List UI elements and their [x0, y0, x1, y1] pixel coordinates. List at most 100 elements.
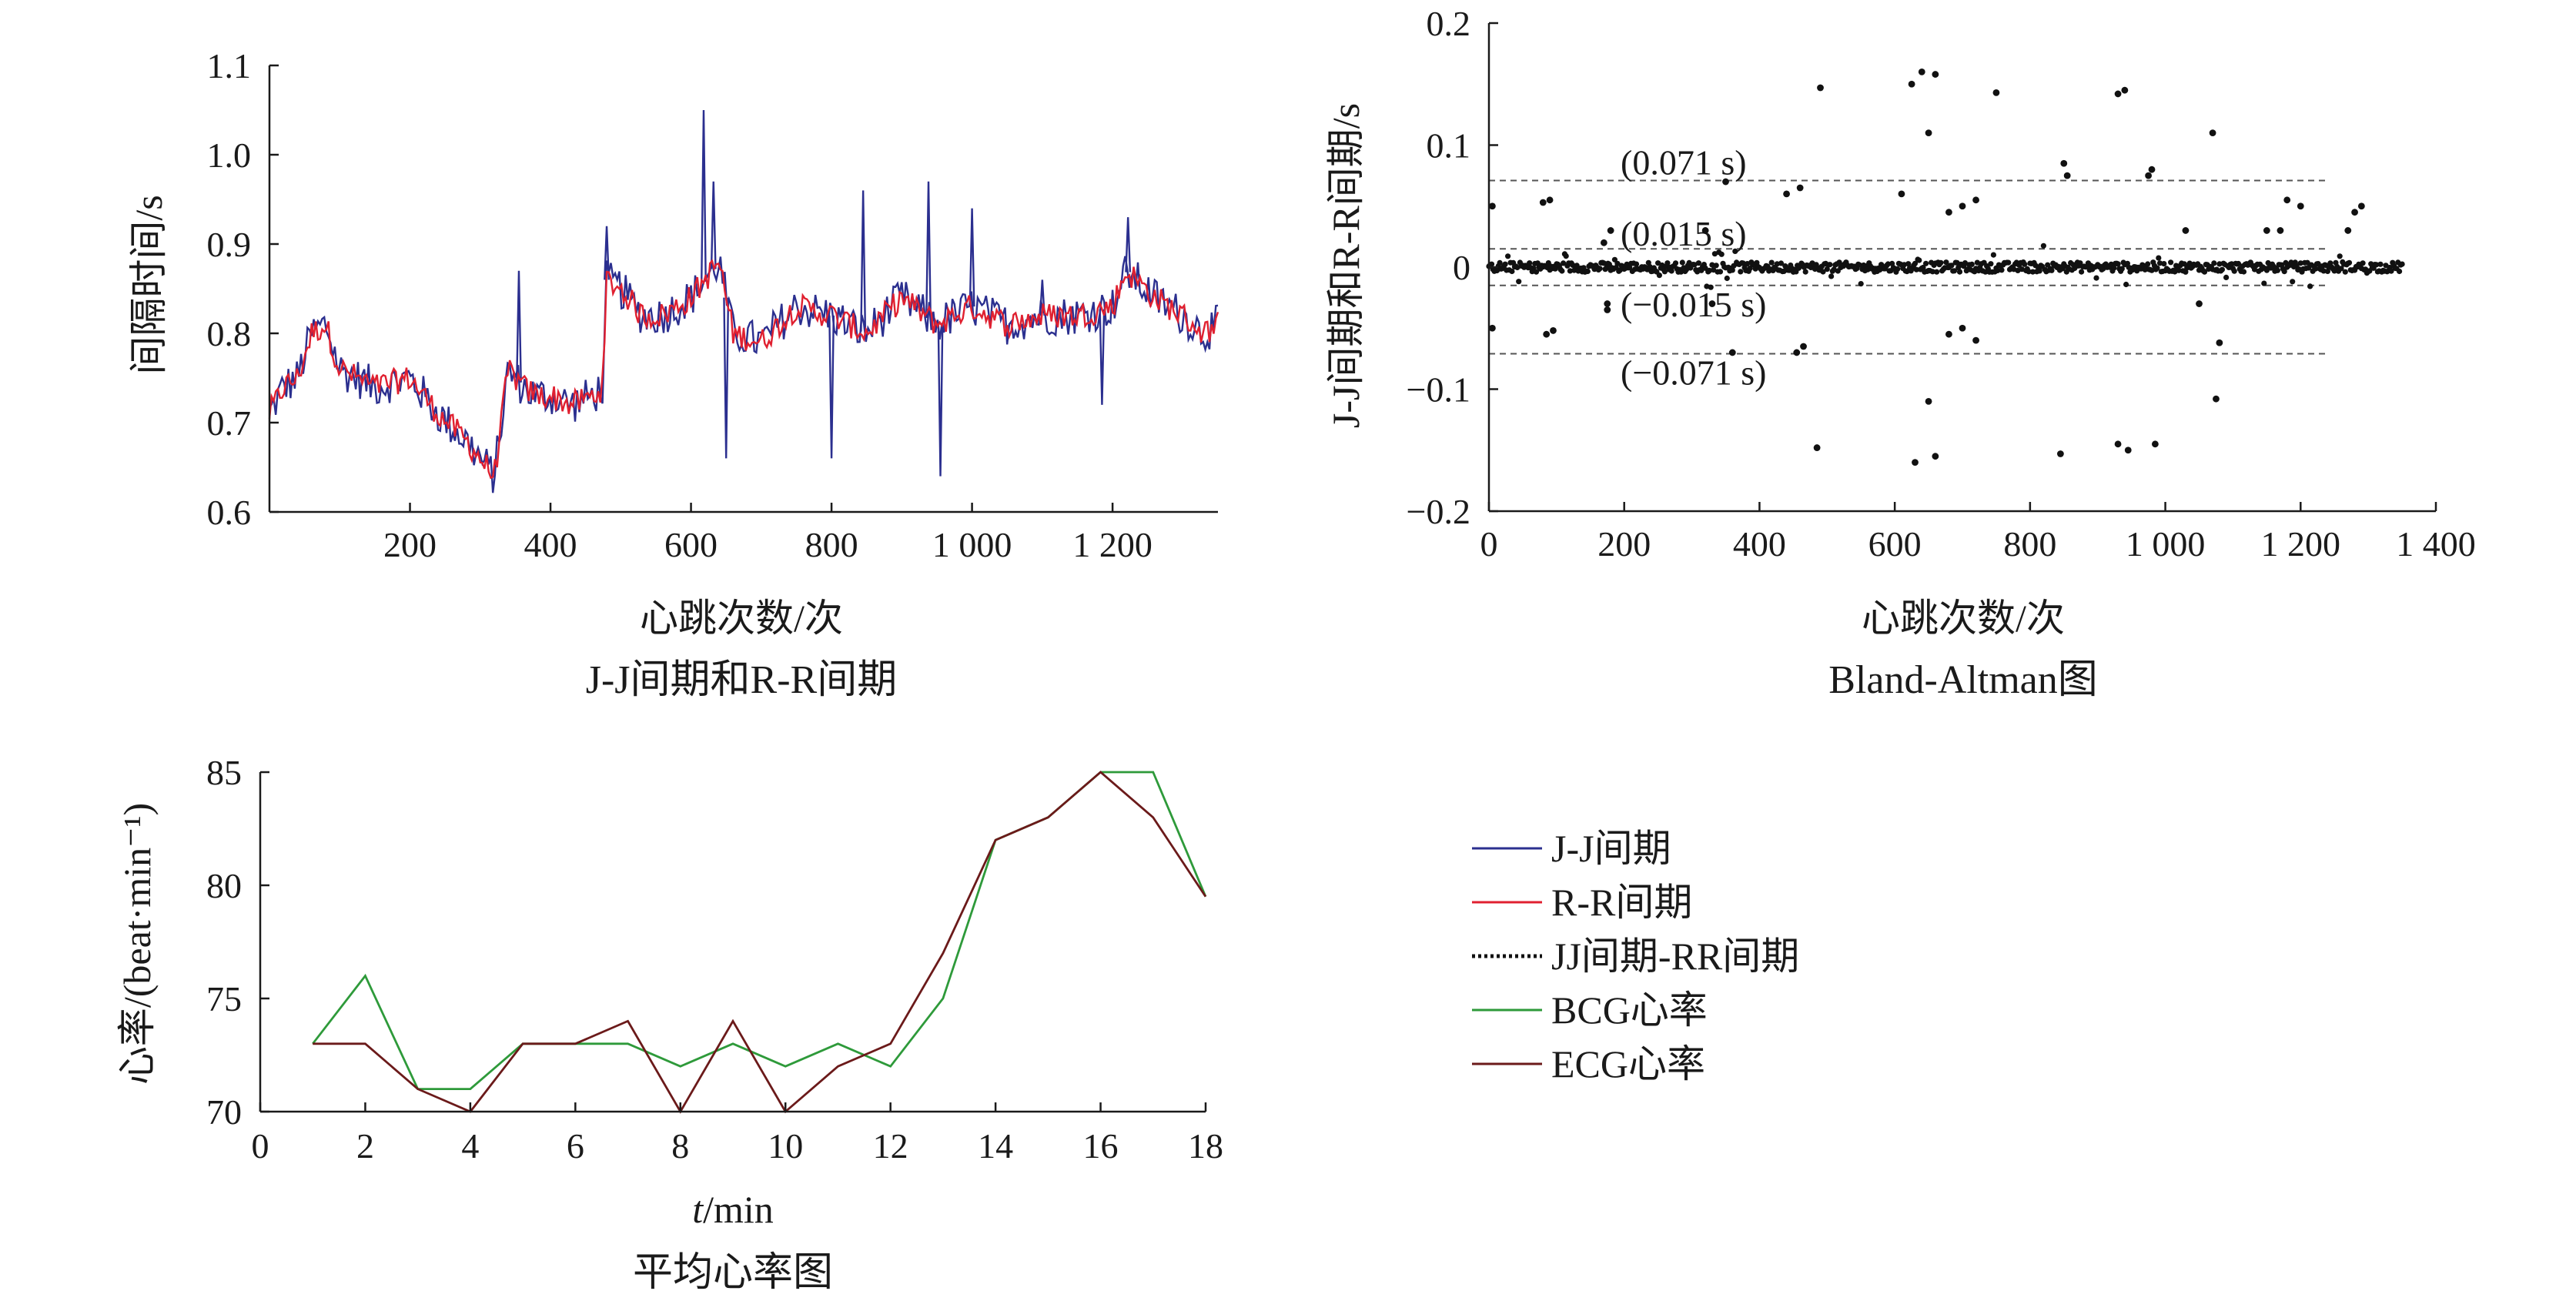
difference-point: [2397, 268, 2403, 275]
difference-point: [1778, 260, 1785, 266]
difference-point: [2213, 395, 2220, 403]
bland-altman-chart: (0.071 s) (0.015 s) (−0.015 s) (−0.071 s) 0…: [1324, 4, 2476, 702]
difference-point: [1516, 279, 1522, 285]
difference-point: [1611, 256, 1618, 263]
difference-point: [1943, 259, 1949, 266]
difference-point: [1656, 273, 1662, 279]
difference-point: [1567, 268, 1573, 274]
difference-point: [1550, 327, 1557, 334]
limit-line-label: (−0.071 s): [1621, 353, 1766, 393]
heart-rate-y-axis-label: 心率/(beat·min⁻¹): [115, 803, 159, 1085]
difference-point: [2223, 274, 2230, 280]
difference-point: [1916, 257, 1922, 263]
difference-point: [1796, 184, 1804, 192]
difference-point: [2337, 253, 2343, 259]
bland-altman-points: [1486, 69, 2405, 466]
difference-point: [1793, 349, 1801, 356]
difference-point: [1509, 268, 1515, 275]
difference-point: [2049, 267, 2055, 273]
difference-point: [1898, 190, 1905, 198]
jj_rr-y-tick-label: 0.8: [207, 314, 252, 353]
heart-rate-axes: 0 2 4 6 8 10 12 14 16 18 70 75 80 85: [206, 753, 1223, 1166]
difference-point: [1546, 196, 1554, 204]
difference-point: [2026, 269, 2032, 275]
difference-point: [1783, 190, 1790, 198]
jj-interval-spike: [604, 226, 610, 280]
bland_altman-x-tick-label: 200: [1597, 524, 1651, 564]
difference-point: [2079, 269, 2085, 275]
difference-point: [1912, 459, 1919, 466]
difference-point: [2377, 261, 2384, 267]
difference-point: [1563, 253, 1569, 259]
difference-point: [2346, 259, 2353, 266]
difference-point: [2219, 266, 2225, 273]
hr-x-tick-label: 2: [356, 1126, 374, 1166]
difference-point: [2261, 280, 2267, 286]
difference-point: [1709, 262, 1715, 268]
difference-point: [1584, 268, 1591, 275]
limit-line-label: (0.015 s): [1621, 214, 1747, 253]
difference-point: [1738, 269, 1744, 275]
difference-point: [1956, 269, 1963, 275]
bland_altman-x-tick-label: 1 000: [2126, 524, 2206, 564]
ecg-heart-rate-line: [313, 771, 1207, 1114]
interval-chart-caption: J-J间期和R-R间期: [586, 658, 897, 702]
difference-point: [1717, 269, 1724, 275]
difference-point: [2201, 269, 2208, 275]
difference-point: [2093, 275, 2099, 281]
difference-point: [2151, 440, 2159, 448]
difference-point: [2388, 268, 2394, 274]
difference-point: [1505, 253, 1511, 259]
interval-y-axis-label: 间隔时间/s: [127, 195, 170, 374]
interval-axes: 200 400 600 800 1 000 1 200 0.6 0.7 0.8 0.9 1.0 1.1: [207, 46, 1218, 564]
difference-point: [1932, 71, 1939, 78]
jj-interval-spike: [860, 190, 867, 332]
difference-point: [2168, 259, 2174, 266]
difference-point: [2338, 266, 2344, 272]
difference-point: [2320, 268, 2327, 274]
jj-interval-spike: [723, 297, 730, 459]
difference-point: [1951, 268, 1958, 274]
difference-point: [1678, 269, 1684, 275]
difference-point: [1959, 324, 1966, 332]
difference-point: [2231, 268, 2237, 274]
difference-point: [1945, 209, 1952, 216]
difference-point: [2297, 202, 2304, 210]
difference-point: [1999, 267, 2005, 273]
difference-point: [1655, 260, 1661, 266]
jj-rr-interval-chart: 200 400 600 800 1 000 1 200 0.6 0.7 0.8 0.9 1.0 1.1…: [127, 46, 1219, 702]
difference-point: [2283, 196, 2291, 204]
difference-point: [2060, 159, 2068, 167]
heart-rate-x-axis-label: t/min: [692, 1188, 774, 1231]
difference-point: [2277, 227, 2284, 234]
hr-x-tick-label: 8: [671, 1126, 689, 1166]
difference-point: [2123, 281, 2129, 288]
difference-point: [1908, 80, 1915, 88]
difference-point: [1820, 269, 1826, 275]
bland_altman-x-tick-label: 600: [1868, 524, 1922, 564]
difference-point: [2307, 283, 2313, 289]
difference-point: [1923, 260, 1929, 266]
difference-point: [2240, 269, 2247, 275]
difference-point: [2383, 263, 2389, 269]
difference-point: [1972, 196, 1979, 204]
difference-point: [1856, 262, 1863, 268]
difference-point: [1913, 266, 1919, 273]
difference-point: [2274, 267, 2280, 273]
difference-point: [1932, 453, 1939, 460]
difference-point: [2229, 261, 2235, 267]
difference-point: [1768, 259, 1775, 266]
difference-point: [1527, 260, 1533, 266]
difference-point: [1561, 260, 1567, 266]
difference-point: [2040, 242, 2046, 249]
difference-point: [1533, 269, 1540, 275]
difference-point: [1701, 227, 1709, 234]
difference-point: [2056, 450, 2064, 457]
difference-point: [2360, 260, 2366, 266]
difference-point: [1995, 267, 2001, 273]
difference-point: [2022, 261, 2028, 267]
limit-line-label: (0.071 s): [1621, 142, 1747, 182]
legend-label: R-R间期: [1551, 881, 1692, 924]
difference-point: [1614, 260, 1621, 266]
difference-point: [1708, 284, 1714, 290]
